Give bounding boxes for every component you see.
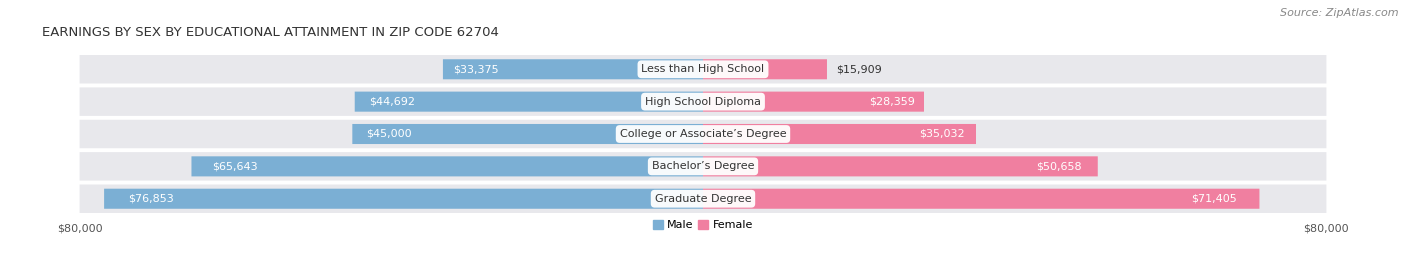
Text: High School Diploma: High School Diploma [645,97,761,107]
FancyBboxPatch shape [703,124,976,144]
Text: $50,658: $50,658 [1036,161,1083,171]
Text: $45,000: $45,000 [367,129,412,139]
FancyBboxPatch shape [80,120,1326,148]
FancyBboxPatch shape [703,189,1260,209]
Text: $76,853: $76,853 [128,194,174,204]
Text: $35,032: $35,032 [920,129,965,139]
FancyBboxPatch shape [80,87,1326,116]
Text: $65,643: $65,643 [212,161,257,171]
Legend: Male, Female: Male, Female [648,216,758,235]
Text: Bachelor’s Degree: Bachelor’s Degree [652,161,754,171]
FancyBboxPatch shape [443,59,703,79]
FancyBboxPatch shape [703,156,1098,176]
Text: College or Associate’s Degree: College or Associate’s Degree [620,129,786,139]
Text: Source: ZipAtlas.com: Source: ZipAtlas.com [1281,8,1399,18]
Text: $28,359: $28,359 [869,97,915,107]
Text: $15,909: $15,909 [837,64,882,74]
FancyBboxPatch shape [80,55,1326,84]
Text: $71,405: $71,405 [1191,194,1237,204]
FancyBboxPatch shape [191,156,703,176]
FancyBboxPatch shape [80,152,1326,181]
Text: Less than High School: Less than High School [641,64,765,74]
Text: EARNINGS BY SEX BY EDUCATIONAL ATTAINMENT IN ZIP CODE 62704: EARNINGS BY SEX BY EDUCATIONAL ATTAINMEN… [42,26,499,39]
FancyBboxPatch shape [80,184,1326,213]
FancyBboxPatch shape [703,92,924,112]
Text: $44,692: $44,692 [368,97,415,107]
Text: Graduate Degree: Graduate Degree [655,194,751,204]
FancyBboxPatch shape [354,92,703,112]
FancyBboxPatch shape [104,189,703,209]
Text: $33,375: $33,375 [453,64,499,74]
FancyBboxPatch shape [353,124,703,144]
FancyBboxPatch shape [703,59,827,79]
